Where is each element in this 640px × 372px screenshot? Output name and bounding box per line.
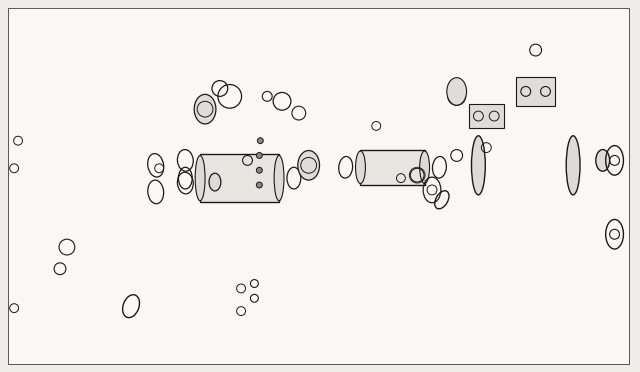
Text: 20020AA: 20020AA [317, 190, 349, 199]
Text: 08363-62025: 08363-62025 [246, 284, 298, 293]
Ellipse shape [596, 150, 610, 171]
Text: A200D 0134: A200D 0134 [556, 351, 609, 360]
Text: 20691: 20691 [24, 202, 47, 211]
Ellipse shape [566, 136, 580, 195]
Text: 08126-8301G: 08126-8301G [20, 304, 70, 312]
Polygon shape [476, 131, 575, 200]
Text: 20020A: 20020A [228, 163, 255, 172]
Text: S: S [12, 166, 16, 171]
Text: 20200: 20200 [222, 272, 245, 281]
Text: 20651MA: 20651MA [457, 45, 489, 55]
Text: 20752: 20752 [442, 62, 465, 71]
Ellipse shape [274, 155, 284, 201]
Text: 08918-1401A: 08918-1401A [406, 174, 457, 183]
Text: 20650N: 20650N [397, 197, 425, 206]
Text: N: N [16, 138, 20, 143]
Text: 20650P: 20650P [297, 154, 324, 163]
Text: 08363-62025: 08363-62025 [246, 307, 298, 315]
Ellipse shape [194, 94, 216, 124]
Text: 20300N: 20300N [336, 136, 364, 145]
Text: 20651+A: 20651+A [392, 105, 425, 114]
Text: B: B [374, 124, 378, 128]
Text: 20512: 20512 [119, 311, 142, 321]
Bar [516, 77, 556, 106]
Text: 20020: 20020 [339, 244, 362, 254]
Text: 20602: 20602 [17, 227, 41, 236]
Bar [468, 104, 504, 128]
Text: SEE SEC.208: SEE SEC.208 [297, 217, 348, 226]
Ellipse shape [356, 151, 365, 183]
Text: S: S [239, 309, 243, 314]
Text: (4): (4) [261, 318, 275, 327]
Text: 08363-62025: 08363-62025 [20, 164, 70, 173]
Text: (2): (2) [425, 185, 439, 195]
Text: 20561: 20561 [60, 176, 83, 185]
Text: 20692M: 20692M [321, 205, 348, 214]
Circle shape [257, 153, 262, 158]
Text: (2): (2) [37, 149, 51, 158]
Bar [200, 154, 279, 202]
Text: 20515: 20515 [24, 191, 47, 201]
Ellipse shape [195, 155, 205, 201]
Text: FRONT: FRONT [412, 238, 442, 264]
Text: S: S [157, 166, 161, 171]
Text: 20712P: 20712P [67, 149, 95, 158]
Ellipse shape [209, 173, 221, 191]
Text: 20517: 20517 [175, 203, 198, 212]
Text: 20030A: 20030A [268, 62, 295, 71]
Text: 20692M: 20692M [307, 230, 335, 239]
Circle shape [257, 182, 262, 188]
Text: 08911-5401A: 08911-5401A [24, 136, 74, 145]
Text: (1): (1) [179, 176, 192, 185]
Ellipse shape [472, 136, 485, 195]
Polygon shape [308, 247, 363, 269]
Text: 08116-8201G: 08116-8201G [381, 121, 433, 131]
Ellipse shape [420, 151, 429, 183]
Text: 20651N: 20651N [597, 233, 625, 242]
Text: B: B [12, 306, 16, 311]
Text: (2): (2) [261, 296, 275, 305]
Text: (1): (1) [33, 176, 46, 185]
Bar [360, 150, 424, 185]
Text: 20675: 20675 [20, 256, 44, 265]
Text: N: N [399, 176, 403, 181]
Text: 20722M: 20722M [210, 149, 237, 158]
Text: (3): (3) [399, 133, 413, 142]
Polygon shape [92, 308, 126, 343]
Text: 20651MB: 20651MB [597, 200, 629, 209]
Text: 08363-62025: 08363-62025 [164, 164, 216, 173]
Text: 20525M: 20525M [175, 191, 204, 201]
Text: 20650P: 20650P [141, 102, 169, 111]
Circle shape [257, 138, 263, 144]
Text: 20511N: 20511N [24, 289, 52, 298]
Ellipse shape [298, 151, 319, 180]
Ellipse shape [447, 78, 467, 105]
Text: S: S [239, 286, 243, 291]
Text: 20030A: 20030A [248, 49, 275, 58]
Text: 20561+A: 20561+A [225, 151, 257, 160]
Circle shape [257, 167, 262, 173]
Text: 20691: 20691 [24, 213, 47, 222]
Text: 20100: 20100 [543, 52, 566, 61]
Text: 20091: 20091 [580, 52, 603, 61]
